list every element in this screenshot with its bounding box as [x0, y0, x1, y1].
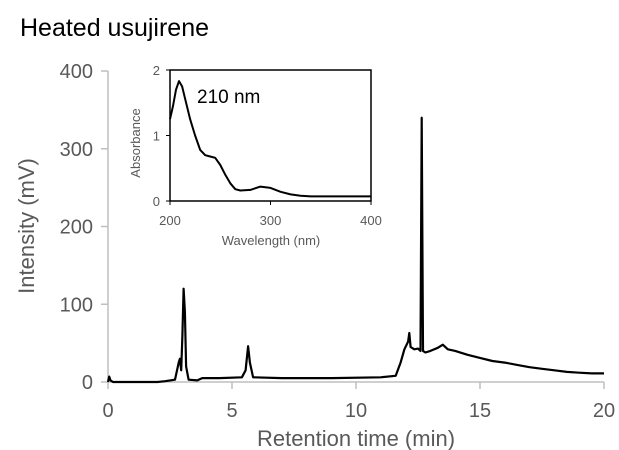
chart-title: Heated usujirene — [20, 14, 209, 42]
chromatogram-line — [106, 116, 604, 384]
y-axis-title: Intensity (mV) — [14, 158, 39, 294]
y-tick-label: 0 — [82, 372, 93, 394]
y-tick-label: 300 — [60, 139, 93, 161]
x-axis-title: Retention time (min) — [257, 426, 455, 450]
x-tick-label: 20 — [593, 400, 615, 422]
inset-y-tick-label: 2 — [153, 63, 160, 78]
x-tick-label: 0 — [102, 400, 113, 422]
inset-x-axis-title: Wavelength (nm) — [222, 233, 321, 248]
inset-x-tick-label: 200 — [159, 213, 181, 228]
x-tick-label: 5 — [226, 400, 237, 422]
y-tick-label: 200 — [60, 217, 93, 239]
x-tick-label: 15 — [469, 400, 491, 422]
y-tick-label: 400 — [60, 61, 93, 83]
x-tick-label: 10 — [345, 400, 367, 422]
inset-x-tick-label: 300 — [260, 213, 282, 228]
inset-x-tick-label: 400 — [360, 213, 382, 228]
inset-frame — [169, 69, 372, 202]
absorbance-spectrum-line — [169, 80, 371, 198]
inset-y-tick-label: 1 — [153, 129, 160, 144]
inset-chart: 0 1 2 200 300 400 210 nm Wavelength (nm) Abs… — [128, 63, 382, 248]
wavelength-annotation: 210 nm — [197, 87, 260, 108]
y-tick-label: 100 — [60, 294, 93, 316]
inset-y-tick-label: 0 — [153, 194, 160, 209]
inset-y-axis-title: Absorbance — [128, 108, 143, 177]
